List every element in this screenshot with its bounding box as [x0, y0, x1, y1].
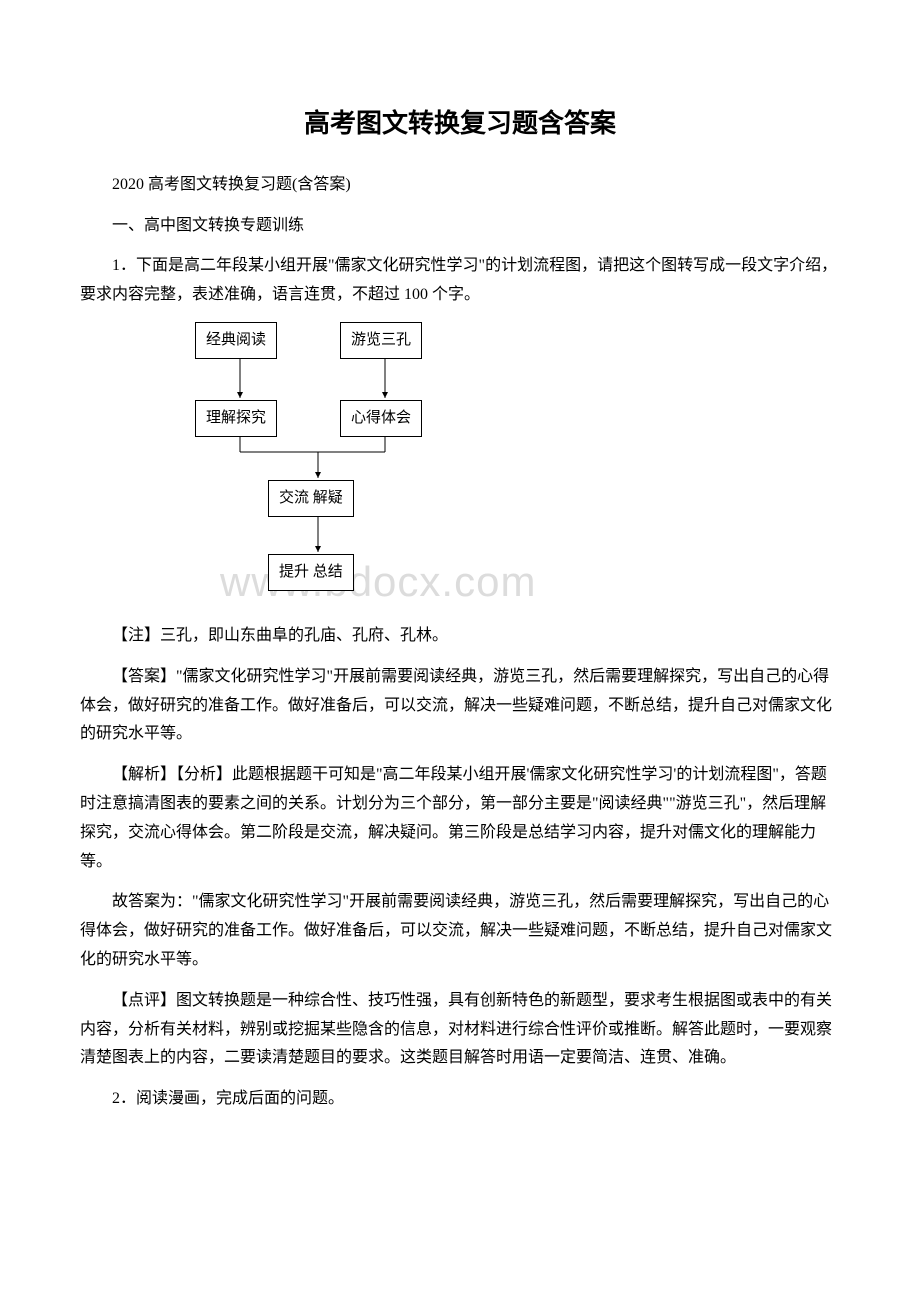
answer-label: 【答案】: [112, 668, 176, 685]
answer-para-2: 故答案为："儒家文化研究性学习"开展前需要阅读经典，游览三孔，然后需要理解探究，…: [80, 888, 840, 974]
analysis-label: 【解析】【分析】: [112, 766, 232, 783]
flowchart: www.bdocx.com 经典阅读 游览三孔 理解探究 心得体会 交流 解疑 …: [140, 322, 520, 612]
q2-prompt: 2．阅读漫画，完成后面的问题。: [80, 1085, 840, 1114]
section-header: 一、高中图文转换专题训练: [80, 212, 840, 241]
flow-node-reading: 经典阅读: [195, 322, 277, 359]
flow-node-tour: 游览三孔: [340, 322, 422, 359]
subtitle-line: 2020 高考图文转换复习题(含答案): [80, 171, 840, 200]
page-title: 高考图文转换复习题含答案: [80, 100, 840, 147]
q1-prompt: 1．下面是高二年段某小组开展"儒家文化研究性学习"的计划流程图，请把这个图转写成…: [80, 252, 840, 310]
flow-node-summary: 提升 总结: [268, 554, 354, 591]
flow-node-explore: 理解探究: [195, 400, 277, 437]
comment-text: 图文转换题是一种综合性、技巧性强，具有创新特色的新题型，要求考生根据图或表中的有…: [80, 992, 832, 1067]
flowchart-note: 【注】三孔，即山东曲阜的孔庙、孔府、孔林。: [80, 622, 840, 651]
comment-label: 【点评】: [112, 992, 176, 1009]
answer-text: "儒家文化研究性学习"开展前需要阅读经典，游览三孔，然后需要理解探究，写出自己的…: [80, 668, 832, 743]
analysis-block: 【解析】【分析】此题根据题干可知是"高二年段某小组开展'儒家文化研究性学习'的计…: [80, 761, 840, 876]
comment-block: 【点评】图文转换题是一种综合性、技巧性强，具有创新特色的新题型，要求考生根据图或…: [80, 987, 840, 1073]
flow-node-insight: 心得体会: [340, 400, 422, 437]
answer-block: 【答案】"儒家文化研究性学习"开展前需要阅读经典，游览三孔，然后需要理解探究，写…: [80, 663, 840, 749]
flow-node-exchange: 交流 解疑: [268, 480, 354, 517]
